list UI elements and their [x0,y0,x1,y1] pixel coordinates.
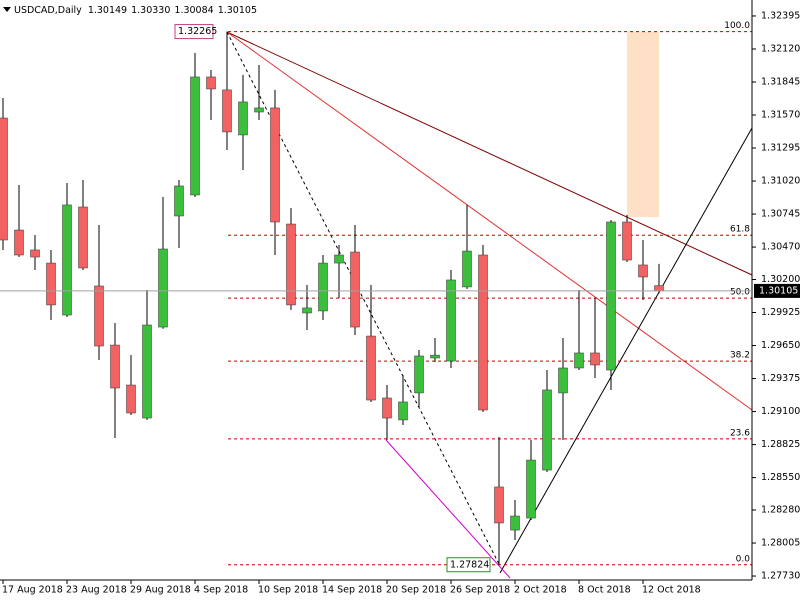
candle-body [110,344,120,389]
fib-level-label: 0.0 [736,554,751,564]
trend-line [226,31,753,411]
candle-body [222,89,232,133]
x-tick-label: 8 Oct 2018 [578,585,631,596]
candle-body [190,76,200,196]
fib-level-label: 50.0 [730,288,750,298]
candle-body [254,107,264,113]
candle-body [414,355,424,394]
candle-body [302,307,312,314]
candle-body [286,223,296,306]
y-tick-label: 1.28550 [761,472,800,483]
fib-low-label: 1.27824 [450,559,489,570]
candle-body [126,384,136,414]
highlight-box [627,32,659,217]
candle-body [590,352,600,366]
candle-body [46,262,56,306]
y-tick-label: 1.29925 [761,307,800,318]
candle-body [78,206,88,269]
candle-body [606,221,616,371]
trend-line [226,31,753,276]
y-tick-label: 1.28825 [761,439,800,450]
candle-body [158,248,168,328]
candle-body [638,264,648,278]
y-tick-label: 1.27730 [761,571,800,582]
y-tick-label: 1.30745 [761,209,800,220]
trend-line [499,127,753,574]
candle-body [558,367,568,394]
symbol: USDCAD,Daily [14,5,82,16]
header-high: 1.30330 [131,5,170,16]
candle-body [622,221,632,261]
y-tick-label: 1.31020 [761,176,800,187]
y-tick-label: 1.29100 [761,406,800,417]
candle-body [318,262,328,312]
candle-body [510,515,520,531]
x-tick-label: 23 Aug 2018 [66,585,127,596]
candle-body [350,251,360,328]
fib-high-box [174,24,214,40]
candle-body [366,335,376,401]
chart-header: USDCAD,Daily 1.30149 1.30330 1.30084 1.30105 [14,5,257,16]
candle-body [478,254,488,411]
fib-level-label: 38.2 [730,351,750,361]
x-tick-label: 2 Oct 2018 [514,585,567,596]
candle-body [94,285,104,347]
candle-body [494,486,504,524]
y-tick-label: 1.28280 [761,505,800,516]
y-tick-label: 1.28005 [761,538,800,549]
candle-body [382,397,392,419]
y-tick-label: 1.30200 [761,274,800,285]
candle-body [462,250,472,288]
x-tick-label: 14 Sep 2018 [322,585,382,596]
fib-level-label: 23.6 [730,428,750,438]
candle-body [14,229,24,256]
trend-line [385,439,511,579]
x-tick-label: 29 Aug 2018 [130,585,191,596]
candle-body [238,101,248,136]
candle-body [654,285,664,292]
y-tick-label: 1.31570 [761,110,800,121]
y-tick-label: 1.29650 [761,340,800,351]
candle-body [270,107,280,223]
candle-body [398,401,408,421]
x-tick-label: 20 Sep 2018 [386,585,446,596]
candle-body [0,117,8,241]
y-tick-label: 1.31295 [761,143,800,154]
header-close: 1.30105 [218,5,257,16]
x-tick-label: 4 Sep 2018 [194,585,248,596]
x-tick-label: 17 Aug 2018 [2,585,63,596]
candle-body [430,354,440,359]
x-tick-label: 26 Sep 2018 [450,585,510,596]
y-tick-label: 1.31845 [761,76,800,87]
y-tick-label: 1.32395 [761,10,800,21]
plot-layer: 100.0 61.8 50.0 38.2 23.6 0.0 [0,21,752,566]
x-tick-label: 10 Sep 2018 [258,585,318,596]
menu-icon[interactable] [3,7,11,12]
candle-body [526,459,536,519]
candle-body [62,204,72,316]
candle-body [206,76,216,90]
fib-low-box [446,557,491,573]
y-tick-label: 1.30470 [761,242,800,253]
y-tick-label: 1.32120 [761,43,800,54]
x-tick-label: 12 Oct 2018 [642,585,701,596]
candle-body [334,254,344,264]
price-label: 1.30105 [759,285,798,296]
candle-body [574,352,584,369]
fib-level-label: 100.0 [724,21,750,31]
candle-body [142,324,152,419]
header-low: 1.30084 [174,5,213,16]
y-tick-label: 1.29375 [761,373,800,384]
header-open: 1.30149 [88,5,127,16]
fib-level-label: 61.8 [730,225,750,235]
price-label-box [754,283,800,298]
candle-body [446,279,456,362]
fib-high-label: 1.32265 [178,26,217,37]
candle-body [174,185,184,217]
candle-body [30,249,40,258]
candle-body [542,389,552,471]
